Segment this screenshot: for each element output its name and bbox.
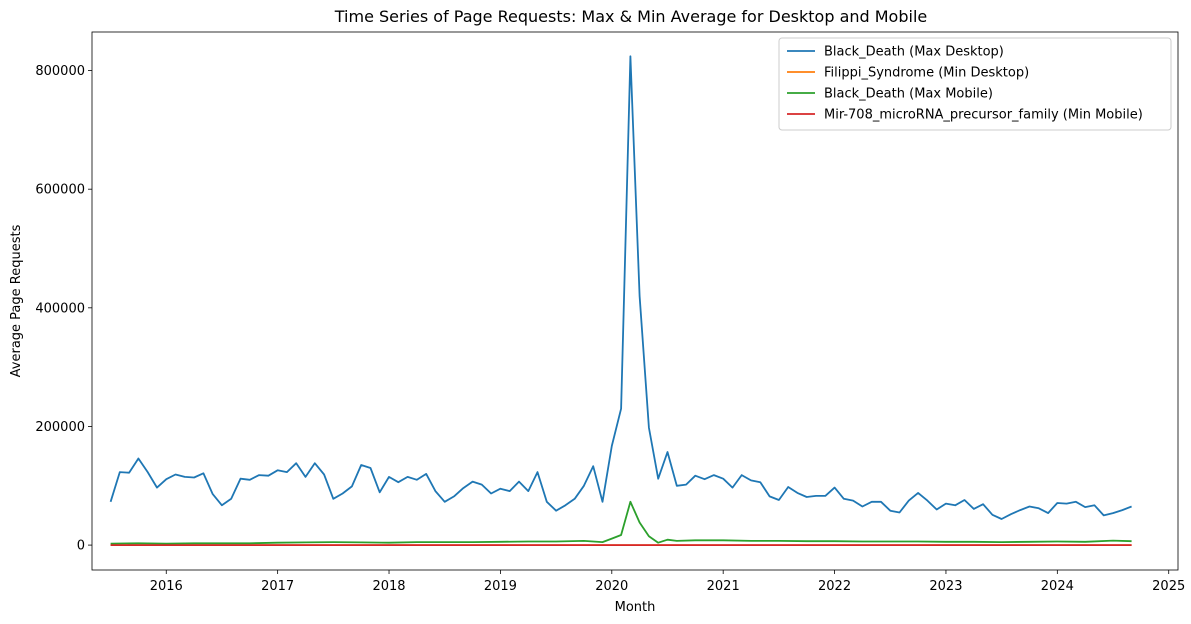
- y-tick-label: 800000: [35, 64, 85, 79]
- legend: Black_Death (Max Desktop) Filippi_Syndrom…: [778, 37, 1172, 131]
- x-tick-label: 2016: [150, 579, 183, 594]
- x-tick-label: 2025: [1152, 579, 1185, 594]
- x-tick-label: 2022: [818, 579, 851, 594]
- x-tick-label: 2020: [595, 579, 628, 594]
- x-axis: 2016 2017 2018 2019 2020 2021 2022 2023 2024 2025: [150, 570, 1185, 594]
- x-axis-label: Month: [615, 600, 656, 615]
- x-tick-label: 2021: [707, 579, 740, 594]
- y-tick-label: 400000: [35, 301, 85, 316]
- x-tick-label: 2019: [484, 579, 517, 594]
- legend-box: [778, 37, 1172, 131]
- x-tick-label: 2017: [261, 579, 294, 594]
- y-tick-label: 200000: [35, 420, 85, 435]
- y-tick-label: 600000: [35, 183, 85, 198]
- legend-label-4: Mir-708_microRNA_precursor_family (Min M…: [824, 108, 1143, 123]
- y-axis: 0 200000 400000 600000 800000: [35, 64, 92, 554]
- plot-frame: [91, 31, 1179, 571]
- legend-label-2: Filippi_Syndrome (Min Desktop): [824, 66, 1029, 81]
- x-tick-label: 2023: [929, 579, 962, 594]
- series-line-3: [110, 500, 1132, 545]
- legend-label-3: Black_Death (Max Mobile): [824, 87, 993, 102]
- x-tick-label: 2024: [1041, 579, 1074, 594]
- series-line-1: [109, 55, 1132, 520]
- x-tick-label: 2018: [372, 579, 405, 594]
- series-layer: [109, 55, 1132, 546]
- chart-title: Time Series of Page Requests: Max & Min …: [334, 7, 927, 26]
- legend-label-1: Black_Death (Max Desktop): [824, 45, 1004, 60]
- y-tick-label: 0: [77, 539, 85, 554]
- y-axis-label: Average Page Requests: [9, 224, 24, 377]
